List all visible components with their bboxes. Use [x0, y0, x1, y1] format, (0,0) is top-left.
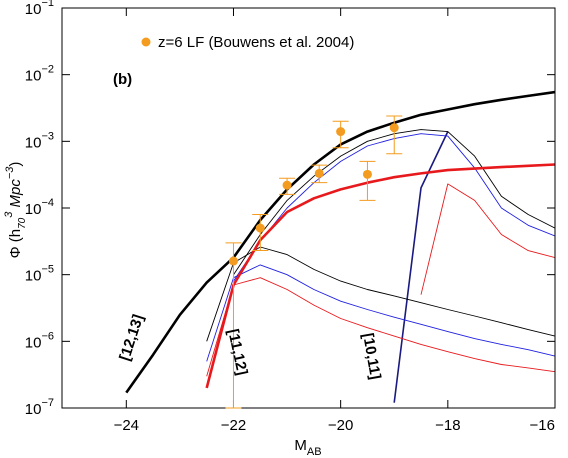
x-tick-label: −20: [328, 417, 353, 434]
x-axis-label: MAB: [294, 437, 321, 458]
legend-marker: [141, 37, 151, 47]
data-point: [282, 180, 292, 190]
y-tick-label: 10−3: [25, 130, 54, 151]
y-tick-exponent: −6: [41, 330, 54, 342]
x-tick-label: −16: [530, 417, 555, 434]
y-tick-base: 10: [25, 401, 42, 418]
data-point: [362, 169, 372, 179]
error-bar: [386, 115, 403, 155]
error-bar: [225, 242, 242, 409]
model-curve: [206, 264, 555, 362]
y-tick-label: 10−7: [25, 397, 54, 418]
x-tick-label: −24: [114, 417, 139, 434]
y-tick-exponent: −3: [41, 130, 54, 142]
y-tick-base: 10: [25, 201, 42, 218]
y-tick-base: 10: [25, 268, 42, 285]
y-label-sup: 3: [3, 211, 15, 218]
y-tick-label: 10−1: [25, 0, 54, 18]
annotation: (b): [113, 71, 132, 88]
y-label-close: ): [7, 162, 24, 167]
data-point: [255, 223, 265, 233]
legend-label: z=6 LF (Bouwens et al. 2004): [158, 34, 354, 51]
model-curve: [393, 131, 449, 403]
y-tick-label: 10−2: [25, 64, 54, 85]
x-label-sub: AB: [307, 446, 322, 458]
y-tick-base: 10: [25, 134, 42, 151]
y-tick-exponent: −7: [41, 397, 54, 409]
y-label-sub: 70: [17, 217, 28, 229]
data-point: [336, 127, 346, 137]
model-curve: [420, 183, 555, 295]
y-tick-label: 10−6: [25, 330, 54, 351]
y-tick-exponent: −2: [41, 64, 54, 76]
y-tick-exponent: −4: [41, 197, 54, 209]
y-tick-base: 10: [25, 1, 42, 18]
x-tick-label: −22: [221, 417, 246, 434]
model-curve: [205, 163, 555, 389]
x-tick-label: −18: [435, 417, 460, 434]
y-tick-base: 10: [25, 334, 42, 351]
data-point: [389, 123, 399, 133]
y-label-main: Φ (h: [7, 229, 24, 258]
y-tick-base: 10: [25, 68, 42, 85]
error-bar: [359, 160, 376, 201]
y-tick-label: 10−5: [25, 264, 54, 285]
data-point: [228, 256, 238, 266]
x-label-main: M: [294, 437, 307, 454]
annotation: [10,11]: [359, 332, 384, 381]
y-label-unit: Mpc: [7, 179, 24, 212]
y-tick-exponent: −1: [41, 0, 54, 9]
y-axis-label: Φ (h703 Mpc−3): [3, 162, 28, 259]
model-curve: [206, 246, 555, 342]
data-point: [314, 168, 324, 178]
y-label-unit-sup: −3: [4, 166, 16, 179]
y-tick-exponent: −5: [41, 264, 54, 276]
annotation: [12,13]: [116, 312, 147, 362]
y-tick-label: 10−4: [25, 197, 54, 218]
model-curve: [206, 277, 555, 377]
annotation: [11,12]: [224, 327, 250, 376]
